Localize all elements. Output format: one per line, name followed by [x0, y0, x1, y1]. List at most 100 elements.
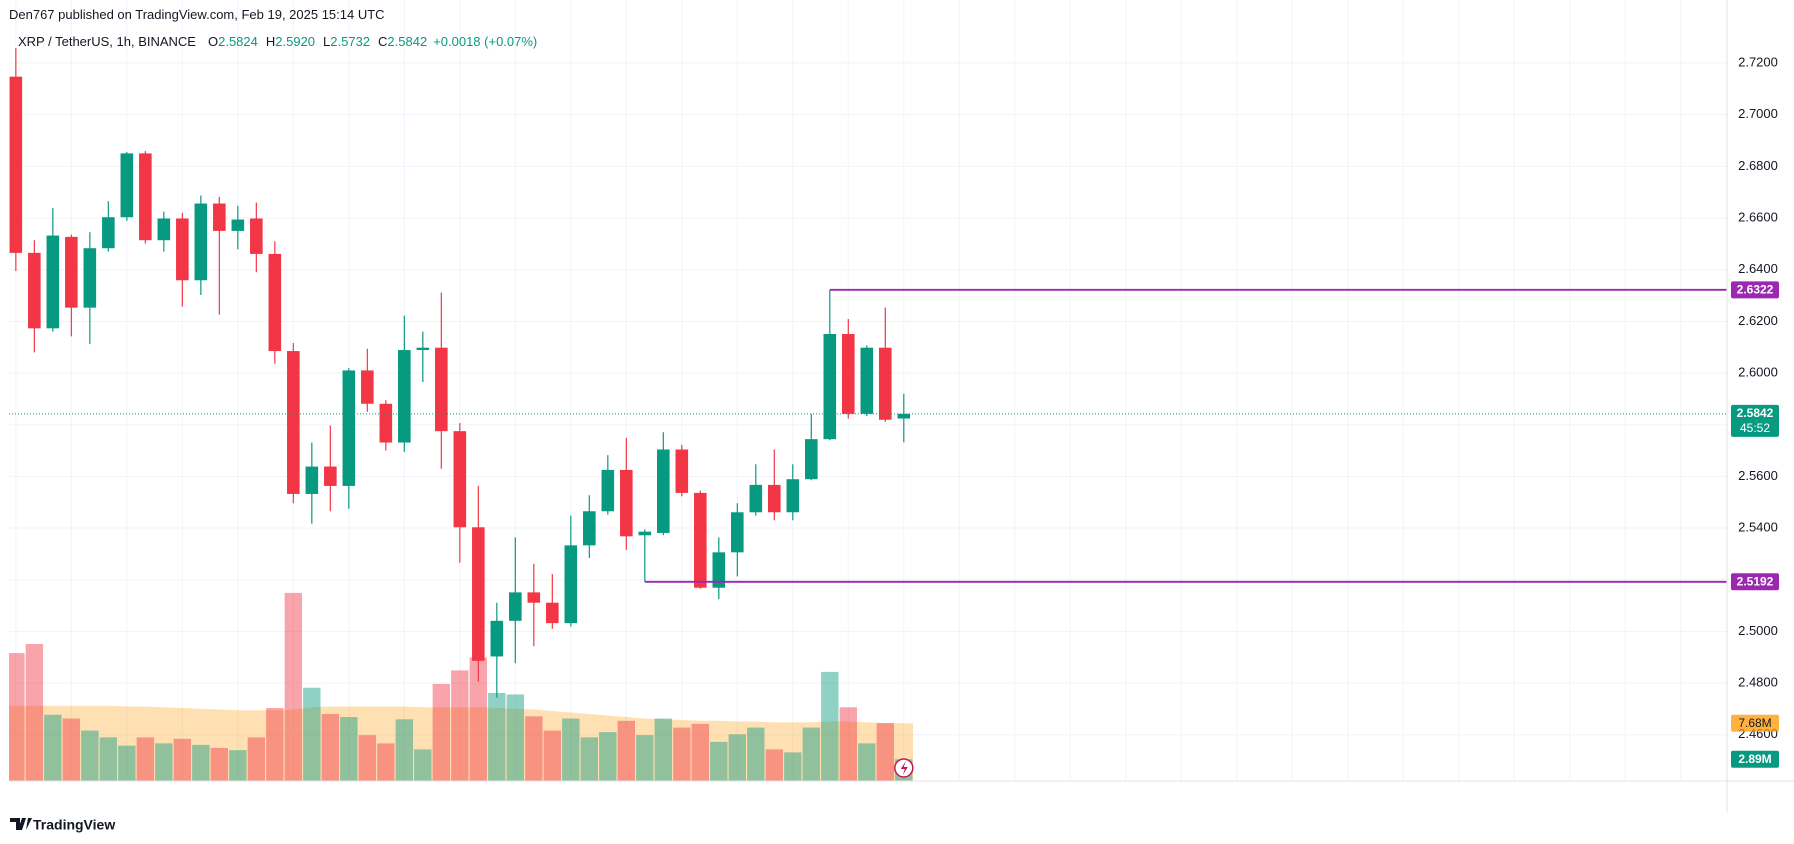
x-tick-label: 12:00 [832, 785, 865, 800]
candle-body [657, 449, 670, 533]
x-tick-label: 18 [175, 785, 189, 800]
candle-body [398, 350, 411, 443]
volume-bar [821, 671, 839, 781]
candle-body [361, 370, 374, 404]
candle-body [527, 592, 541, 603]
volume-bar [654, 718, 673, 781]
x-tick-label: 12:00 [1276, 785, 1309, 800]
x-tick-label: 09:00 [1664, 785, 1697, 800]
value: 2.5842 [387, 34, 428, 49]
countdown: 45:52 [1740, 421, 1770, 435]
volume-bar [858, 743, 876, 781]
x-tick-label: 21:00 [999, 785, 1032, 800]
volume-bar [469, 657, 488, 781]
candle-body [46, 235, 60, 329]
volume-label: 2.89M [1738, 752, 1771, 766]
x-tick-label: 09:00 [333, 785, 366, 800]
volume-bar [525, 716, 543, 781]
volume-bar [229, 750, 247, 781]
y-tick-label: 2.5600 [1738, 468, 1778, 483]
candle-body [305, 466, 319, 494]
x-tick-label: 09:00 [1221, 785, 1254, 800]
candle-body [287, 351, 300, 494]
x-tick-label: 18:00 [499, 785, 532, 800]
volume-bar [321, 714, 340, 781]
y-tick-label: 2.5000 [1738, 623, 1778, 638]
x-tick-label: 15:00 [0, 785, 32, 800]
x-tick-label: 15:00 [888, 785, 921, 800]
volume-bar [266, 708, 284, 781]
last-price-bg [1731, 404, 1779, 437]
volume-ma-label-bg [1731, 714, 1779, 732]
volume-bar [488, 692, 506, 781]
x-tick-label: 18:00 [943, 785, 976, 800]
candle-body [490, 620, 504, 657]
volume-bar [118, 745, 136, 781]
candle-body [231, 219, 245, 231]
x-tick-label: 18:00 [55, 785, 88, 800]
volume-bar [358, 735, 377, 781]
value: 2.5824 [218, 34, 258, 49]
candle-body [9, 76, 23, 253]
volume-bar [543, 730, 562, 781]
candle-body [342, 370, 356, 486]
volume-bar [673, 727, 691, 781]
volume-bar [617, 720, 636, 781]
candle-body [749, 484, 763, 513]
candle-body [897, 413, 911, 419]
candle-body [509, 592, 522, 621]
candle-body [712, 552, 726, 588]
volume-bar [247, 737, 266, 781]
candle-body [213, 203, 226, 231]
volume-bar [506, 694, 525, 781]
y-tick-label: 2.5400 [1738, 519, 1778, 534]
key: L [323, 34, 331, 49]
x-tick-label: 03:00 [666, 785, 699, 800]
volume-bar [173, 738, 192, 781]
x-tick-label: 15:00 [444, 785, 477, 800]
candle-body [379, 403, 393, 443]
key: C [378, 34, 388, 49]
alert-icon-bolt [900, 761, 908, 775]
x-tick-label: 21 [1507, 785, 1521, 800]
volume-bar [802, 727, 820, 781]
volume-label-bg [1731, 750, 1779, 768]
x-tick-label: 18:00 [1387, 785, 1420, 800]
candle-body [731, 512, 744, 553]
x-tick-label: 06:00 [1609, 785, 1642, 800]
value: 2.5920 [275, 34, 316, 49]
candle-body [786, 479, 800, 513]
volume-bar [62, 718, 81, 781]
candle-body [583, 511, 596, 546]
volume-bar [81, 730, 99, 781]
x-tick-label: 03:00 [1110, 785, 1143, 800]
candle-body [120, 153, 134, 218]
y-tick-label: 2.6200 [1738, 313, 1778, 328]
volume-bar [284, 592, 303, 781]
key: H [265, 34, 276, 49]
candle-body [176, 218, 189, 281]
candle-body [638, 531, 652, 536]
candle-body [416, 347, 430, 351]
candle-body [250, 218, 263, 254]
candle-body [194, 203, 208, 281]
symbol: XRP / TetherUS, 1h, BINANCE [18, 34, 196, 49]
volume-bar [192, 744, 210, 781]
candle-body [675, 449, 689, 493]
level-label-bg [1731, 573, 1779, 591]
candle-body [768, 484, 781, 513]
y-tick-label: 2.6000 [1738, 364, 1778, 379]
volume-bar [303, 687, 321, 781]
volume-bar [155, 743, 173, 781]
x-tick-label: 12:00 [388, 785, 421, 800]
volume-bar [765, 749, 783, 781]
volume-bar [784, 752, 802, 781]
key: O [207, 34, 219, 49]
y-tick-label: 2.4800 [1738, 675, 1778, 690]
candle-body [823, 334, 837, 440]
candle-body [620, 469, 633, 537]
level-label-bg [1731, 281, 1779, 299]
volume-bar [210, 747, 229, 781]
x-tick-label: 03:00 [1553, 785, 1586, 800]
